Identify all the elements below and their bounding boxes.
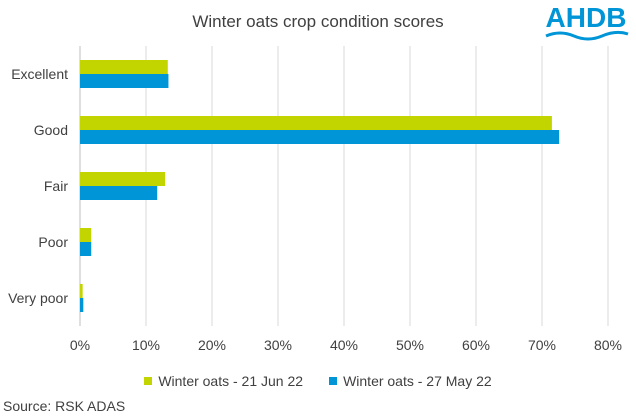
y-tick-label-excellent: Excellent <box>11 66 68 82</box>
x-tick-label-20: 20% <box>198 337 226 353</box>
x-tick-label-60: 60% <box>462 337 490 353</box>
bar-series-2-good <box>80 130 560 144</box>
bar-series-1-excellent <box>80 60 168 74</box>
x-tick-label-70: 70% <box>528 337 556 353</box>
bar-series-2-excellent <box>80 74 169 88</box>
y-tick-label-good: Good <box>34 122 68 138</box>
legend-item-series-1: Winter oats - 21 Jun 22 <box>144 373 303 389</box>
bar-series-1-very-poor <box>80 284 83 298</box>
bar-series-1-fair <box>80 172 166 186</box>
legend-swatch-series-1 <box>144 377 153 385</box>
source-note: Source: RSK ADAS <box>3 398 126 414</box>
x-tick-label-0: 0% <box>70 337 90 353</box>
x-tick-label-10: 10% <box>132 337 160 353</box>
y-tick-label-very-poor: Very poor <box>8 290 68 306</box>
bar-series-2-fair <box>80 186 158 200</box>
x-tick-label-40: 40% <box>330 337 358 353</box>
chart-title: Winter oats crop condition scores <box>192 12 444 31</box>
bar-series-1-poor <box>80 228 92 242</box>
legend-label-series-1: Winter oats - 21 Jun 22 <box>158 373 304 389</box>
legend: Winter oats - 21 Jun 22 Winter oats - 27… <box>0 373 636 389</box>
bar-series-2-poor <box>80 242 92 256</box>
bar-series-1-good <box>80 116 552 130</box>
bar-chart: 0% 10% 20% 30% 40% 50% 60% 70% 80% Excellent Good F… <box>8 46 622 353</box>
y-tick-label-fair: Fair <box>44 178 68 194</box>
legend-item-series-2: Winter oats - 27 May 22 <box>329 373 492 389</box>
bar-series-2-very-poor <box>80 298 84 312</box>
legend-label-series-2: Winter oats - 27 May 22 <box>343 373 492 389</box>
ahdb-logo: AHDB <box>545 2 629 41</box>
y-tick-label-poor: Poor <box>38 234 68 250</box>
legend-swatch-series-2 <box>329 377 338 385</box>
svg-text:AHDB: AHDB <box>546 2 627 33</box>
x-tick-label-30: 30% <box>264 337 292 353</box>
x-tick-label-50: 50% <box>396 337 424 353</box>
x-tick-label-80: 80% <box>594 337 622 353</box>
